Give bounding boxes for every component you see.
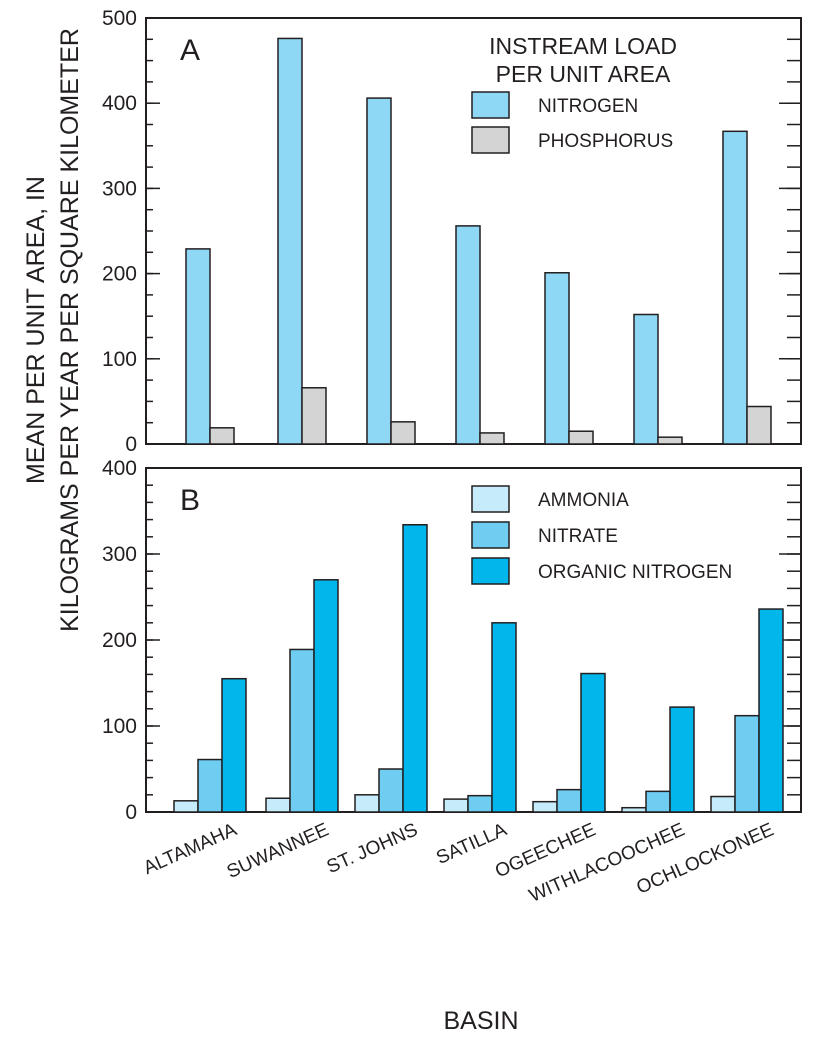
bar-nitrate-altamaha xyxy=(197,758,223,813)
y-tick-label: 500 xyxy=(102,7,137,30)
y-tick-label: 400 xyxy=(102,457,137,480)
bar-nitrogen-st-johns xyxy=(366,97,392,445)
bar-ammonia-ochlockonee xyxy=(710,795,736,813)
y-tick-label: 400 xyxy=(102,92,137,115)
y-tick-label: 0 xyxy=(125,433,137,456)
bar-organic-nitrogen-altamaha xyxy=(221,677,247,813)
category-label: SUWANNEE xyxy=(224,819,332,883)
bar-phosphorus-ogeechee xyxy=(568,430,594,445)
bar-nitrate-suwannee xyxy=(289,648,315,813)
bar-phosphorus-st-johns xyxy=(390,421,416,445)
bar-organic-nitrogen-satilla xyxy=(491,622,517,813)
category-label: WITHLACOOCHEE xyxy=(526,819,688,906)
legend-label: PHOSPHORUS xyxy=(538,131,673,152)
y-tick-label: 100 xyxy=(102,348,137,371)
bar-ammonia-withlacoochee xyxy=(621,806,647,813)
bar-organic-nitrogen-suwannee xyxy=(313,579,339,813)
bar-phosphorus-ochlockonee xyxy=(746,405,772,445)
legend-label: AMMONIA xyxy=(538,490,629,511)
legend-swatch xyxy=(471,521,510,549)
legend-swatch xyxy=(471,485,510,513)
y-tick-label: 100 xyxy=(102,715,137,738)
bar-nitrate-ogeechee xyxy=(556,788,582,813)
bar-nitrogen-satilla xyxy=(455,225,481,445)
bar-nitrogen-ochlockonee xyxy=(722,130,748,445)
bar-nitrate-withlacoochee xyxy=(645,790,671,813)
y-tick-label: 0 xyxy=(125,801,137,824)
bar-phosphorus-altamaha xyxy=(209,427,235,445)
y-tick-label: 200 xyxy=(102,629,137,652)
legend-label: NITRATE xyxy=(538,526,618,547)
bar-phosphorus-withlacoochee xyxy=(657,436,683,445)
panel-letter: A xyxy=(180,34,200,67)
bar-organic-nitrogen-ogeechee xyxy=(580,672,606,813)
legend-label: NITROGEN xyxy=(538,96,638,117)
bar-ammonia-ogeechee xyxy=(532,800,558,813)
legend-title-line-2: PER UNIT AREA xyxy=(496,61,671,87)
panel-b-nitrogen-species: 0 100 200 300 400 B AMMONIA NITRATE ORGANIC NITR… xyxy=(102,457,802,824)
bar-nitrogen-suwannee xyxy=(277,37,303,445)
bar-phosphorus-suwannee xyxy=(301,387,327,445)
bar-ammonia-satilla xyxy=(443,798,469,813)
bar-ammonia-altamaha xyxy=(173,800,199,813)
legend-swatch xyxy=(471,126,510,154)
y-axis-title-line-1: MEAN PER UNIT AREA, IN xyxy=(22,176,50,484)
x-axis-title: BASIN xyxy=(443,1007,518,1035)
y-axis-title-line-2: KILOGRAMS PER YEAR PER SQUARE KILOMETER xyxy=(56,28,84,632)
legend-swatch xyxy=(471,91,510,119)
bar-nitrate-ochlockonee xyxy=(734,714,760,813)
bar-nitrogen-ogeechee xyxy=(544,271,570,445)
y-tick-label: 300 xyxy=(102,177,137,200)
category-label: ALTAMAHA xyxy=(141,819,241,879)
y-tick-label: 300 xyxy=(102,543,137,566)
bar-nitrate-satilla xyxy=(467,794,493,813)
bar-phosphorus-satilla xyxy=(479,432,505,445)
bar-ammonia-suwannee xyxy=(265,797,291,813)
bar-nitrogen-withlacoochee xyxy=(633,313,659,445)
bar-nitrogen-altamaha xyxy=(185,248,211,445)
legend-swatch xyxy=(471,557,510,585)
category-label: ST. JOHNS xyxy=(324,819,421,878)
bar-ammonia-st-johns xyxy=(354,794,380,813)
panel-letter: B xyxy=(180,484,200,517)
legend-label: ORGANIC NITROGEN xyxy=(538,562,732,583)
bar-nitrate-st-johns xyxy=(378,768,404,813)
y-tick-label: 200 xyxy=(102,263,137,286)
legend-title-line-1: INSTREAM LOAD xyxy=(489,33,677,59)
bar-organic-nitrogen-withlacoochee xyxy=(669,706,695,813)
bar-organic-nitrogen-ochlockonee xyxy=(758,608,784,813)
bar-organic-nitrogen-st-johns xyxy=(402,524,428,813)
